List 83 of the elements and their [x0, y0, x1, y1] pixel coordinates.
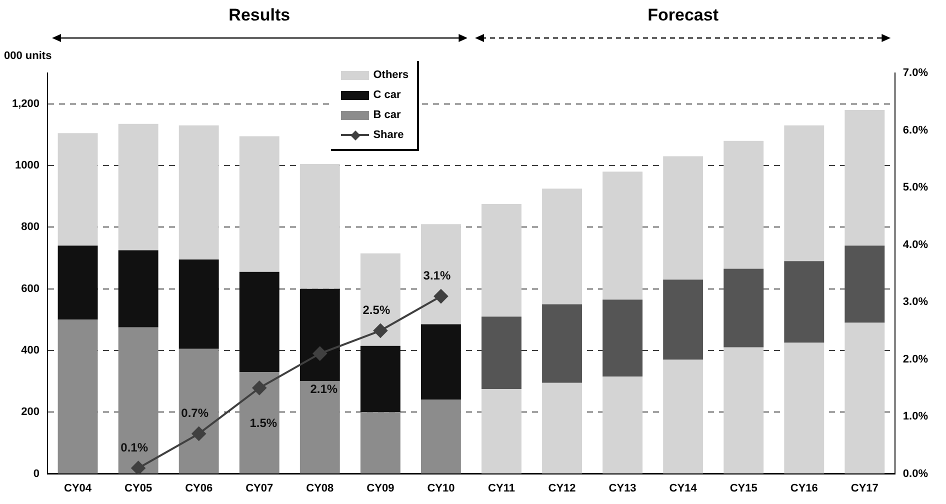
y-tick-label: 1,200	[12, 98, 40, 110]
bar	[420, 324, 461, 400]
x-tick-label: CY17	[850, 482, 878, 494]
point	[192, 426, 206, 441]
legend-label: Others	[373, 69, 409, 81]
y2-tick-label: 0.0%	[902, 468, 928, 480]
y2-tick-label: 4.0%	[902, 238, 928, 251]
bar	[420, 400, 461, 474]
bar	[724, 140, 764, 269]
y-tick-label: 0	[33, 468, 40, 480]
bar	[118, 250, 158, 328]
x-tick-label: CY05	[124, 482, 152, 494]
y-tick-label: 200	[21, 406, 40, 418]
bar	[602, 172, 643, 300]
bar	[844, 110, 885, 246]
x-tick-label: CY04	[64, 482, 92, 494]
y2-tick-label: 2.0%	[902, 353, 928, 366]
bar	[663, 280, 704, 360]
bar	[360, 412, 400, 474]
point	[131, 461, 146, 474]
text: Forecast	[648, 6, 719, 25]
bar	[239, 372, 280, 474]
bar	[239, 272, 280, 372]
x-tick-label: CY16	[790, 482, 818, 494]
y2-tick-label: 1.0%	[902, 410, 928, 423]
bar	[784, 261, 824, 343]
y-tick-label: 600	[21, 282, 40, 295]
x-tick-label: CY06	[185, 482, 213, 494]
bar	[360, 253, 400, 346]
bar	[58, 133, 98, 246]
bar	[420, 224, 461, 324]
data-label: 0.7%	[181, 406, 209, 420]
x-tick-label: CY10	[427, 482, 455, 494]
bar	[178, 125, 219, 260]
data-label: 2.1%	[310, 382, 338, 396]
bar	[724, 268, 764, 348]
bar	[178, 260, 219, 349]
bar	[58, 320, 98, 474]
point	[312, 346, 327, 361]
bar	[178, 348, 219, 474]
x-tick-label: CY09	[366, 482, 394, 494]
legend-label: Share	[373, 129, 404, 141]
x-tick-label: CY15	[730, 482, 758, 494]
x-tick-label: CY14	[669, 482, 698, 494]
bar	[300, 381, 340, 474]
bar	[300, 164, 340, 289]
point	[434, 289, 448, 304]
y-tick-label: 1000	[15, 160, 40, 172]
legend-label: B car	[373, 109, 401, 121]
bar	[360, 346, 400, 412]
data-label: 2.5%	[362, 302, 390, 317]
data-label: 1.5%	[250, 416, 278, 430]
y2-tick-label: 7.0%	[902, 67, 928, 80]
text: Results	[228, 6, 290, 25]
y2-tick-label: 5.0%	[902, 182, 928, 194]
data-label: 3.1%	[423, 268, 451, 283]
bar	[542, 304, 582, 383]
bar	[239, 136, 280, 272]
x-tick-label: CY08	[306, 482, 334, 494]
bar	[784, 125, 824, 262]
bar	[300, 288, 340, 382]
y-tick-label: 400	[21, 344, 40, 357]
y-tick-label: 800	[21, 221, 40, 234]
bar	[58, 246, 98, 320]
x-tick-label: CY12	[548, 482, 576, 494]
legend-label: C car	[373, 89, 401, 101]
x-tick-label: CY11	[488, 482, 515, 494]
y2-tick-label: 6.0%	[902, 124, 928, 136]
x-tick-label: CY07	[246, 482, 274, 494]
point	[373, 324, 388, 338]
point	[252, 380, 266, 395]
y2-tick-label: 3.0%	[902, 296, 928, 308]
bar	[482, 316, 522, 390]
data-label: 0.1%	[120, 440, 148, 454]
y-axis-title: 000 units	[4, 50, 52, 62]
bar	[118, 124, 158, 250]
bar	[118, 327, 158, 474]
bar	[542, 188, 582, 304]
bar	[844, 246, 885, 323]
x-tick-label: CY13	[608, 482, 636, 494]
bar	[482, 204, 522, 317]
bar	[663, 156, 704, 280]
bar	[602, 300, 643, 377]
